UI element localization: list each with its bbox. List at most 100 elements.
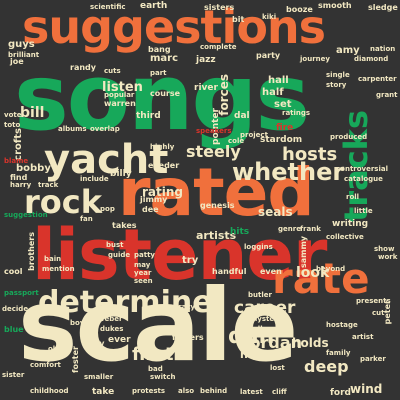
word-career: career [234,298,296,318]
word-hosts: hosts [282,144,338,165]
word-highly: highly [150,143,175,151]
word-year: year [134,269,152,277]
word-fellows: fellows [250,325,279,333]
word-brothers: brothers [27,232,36,271]
word-fosters: fosters [172,333,204,342]
word-dukes: dukes [100,325,124,333]
word-seals: seals [258,205,293,219]
word-try: try [182,255,199,266]
word-booze: booze [286,5,313,14]
word-weber: weber [98,315,123,323]
word-marc: marc [150,53,179,64]
word-nation: nation [370,45,396,53]
word-roll: roll [346,193,360,201]
word-sisters: sisters [204,3,235,12]
word-may: may [134,261,151,269]
word-scale: scale [18,267,298,384]
word-ratings: ratings [282,109,311,117]
word-toto: toto [4,121,21,129]
word-fan: fan [80,215,93,223]
word-suggestion: suggestion [4,211,48,219]
word-popular: popular [104,91,135,99]
word-show: show [374,245,395,253]
word-part: part [150,69,167,77]
word-blue: blue [4,325,24,334]
word-lost: lost [270,364,285,372]
word-little: little [354,207,373,215]
word-bobby: bobby [16,163,51,174]
word-deep: deep [304,357,349,376]
word-ford: ford [330,388,351,398]
word-smaller: smaller [84,373,114,381]
word-sledge: sledge [368,3,398,12]
word-hits: hits [230,227,250,237]
word-harry: harry [10,181,32,189]
word-jordan: jordan [244,333,303,352]
word-earth: earth [140,1,168,11]
word-even: even [260,267,282,276]
word-eyeder: eyeder [148,161,180,170]
word-genesis: genesis [200,201,235,210]
word-overlap: overlap [90,125,120,133]
word-beyond: beyond [316,265,346,273]
word-suggestions: suggestions [22,0,326,54]
word-look: look [296,265,330,281]
word-frank: frank [300,225,321,233]
word-set: set [274,99,292,110]
word-journey: journey [300,55,330,63]
word-family: family [326,349,351,357]
word-comfort: comfort [30,361,61,369]
word-smooth: smooth [318,1,352,10]
word-hall: hall [268,75,289,86]
word-brilliant: brilliant [8,51,40,59]
word-cliff: cliff [272,388,287,396]
word-produced: produced [330,133,368,141]
word-vote: vote [4,111,22,119]
word-bain: bain [44,255,62,263]
word-old: old [48,345,61,353]
word-joe: joe [10,57,24,66]
word-rock: rock [24,183,103,221]
word-course: course [150,89,181,98]
word-stardom: stardom [260,135,303,145]
word-wind: wind [350,382,383,396]
word-behind: behind [200,387,228,395]
word-sister: sister [2,371,25,379]
word-seen: seen [134,277,153,285]
word-catalogue: catalogue [344,175,383,183]
word-boy: boy [70,319,85,327]
word-first: first [132,344,174,365]
word-writing: writing [332,219,369,229]
word-speakers: speakers [196,127,232,135]
word-third: third [136,111,161,121]
word-rating: rating [142,185,183,199]
word-party: party [256,51,281,60]
word-complete: complete [200,43,237,51]
word-dal: dal [234,111,250,121]
word-foster: foster [71,346,80,373]
word-butler: butler [248,291,272,299]
word-work: work [378,253,398,261]
word-takes: takes [112,221,137,230]
word-story: story [326,81,347,89]
word-include: include [80,175,109,183]
word-cole: cole [228,137,245,145]
word-river: river [194,83,218,93]
word-grant: grant [376,91,398,99]
word-childhood: childhood [30,387,69,395]
word-songs: songs [14,44,310,151]
word-sammy: sammy [299,236,308,269]
word-dee: dee [142,205,159,214]
word-jimmy: jimmy [140,195,168,204]
word-pop: pop [100,205,115,213]
word-bad: bad [148,365,163,373]
word-mention: mention [42,265,75,273]
word-cool: cool [4,267,23,276]
word-diamond: diamond [354,55,389,63]
word-amy: amy [336,45,360,56]
word-patty: patty [134,251,155,259]
word-rate: rate [272,254,370,303]
word-protests: protests [132,387,166,395]
word-artist: artist [352,333,374,341]
